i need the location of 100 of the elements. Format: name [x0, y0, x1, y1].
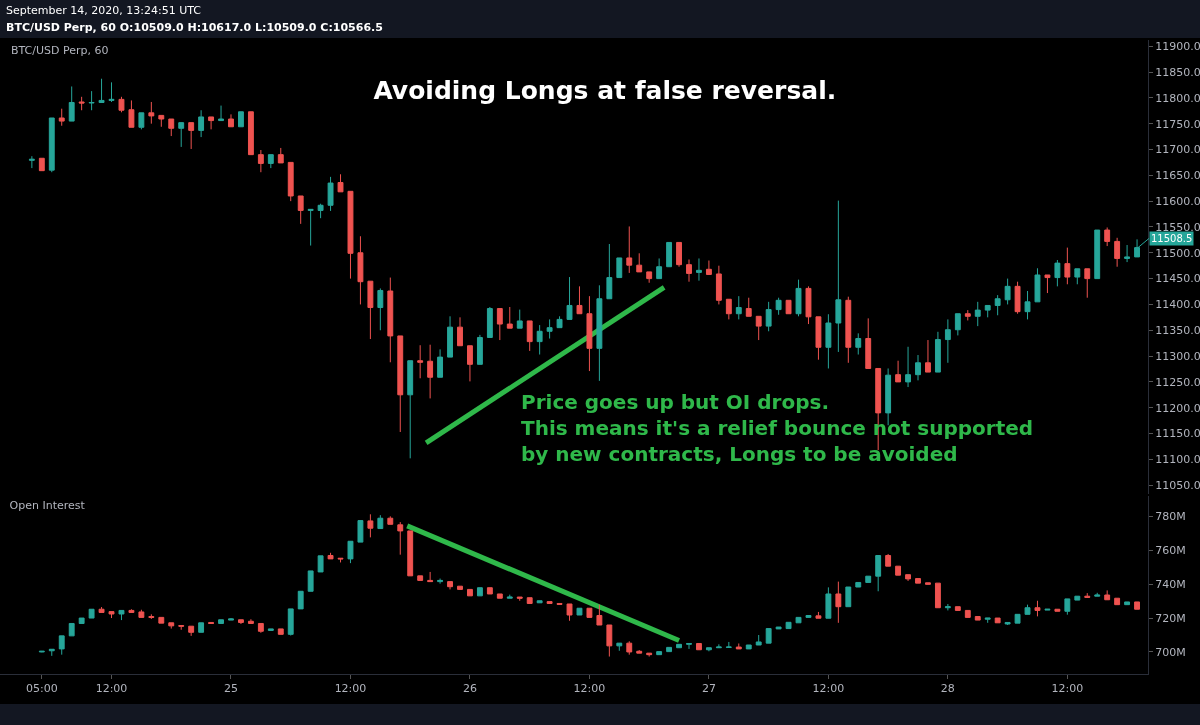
candlestick [417, 344, 424, 379]
y-tick-label: 11200.0 [1155, 401, 1200, 415]
candlestick [586, 607, 593, 618]
candlestick [865, 317, 872, 369]
candlestick [516, 309, 523, 329]
candlestick [267, 628, 274, 631]
candlestick [1104, 226, 1111, 247]
candlestick [38, 650, 45, 653]
candlestick [964, 309, 971, 321]
candlestick [188, 122, 195, 150]
candlestick [68, 85, 75, 122]
candlestick [138, 609, 145, 618]
candlestick [885, 553, 892, 567]
candlestick [377, 514, 384, 530]
candlestick [327, 176, 334, 212]
candlestick [1044, 608, 1051, 611]
candlestick [457, 585, 463, 590]
candlestick [795, 616, 802, 624]
y-tick-label: 11600.0 [1155, 194, 1200, 208]
candlestick [566, 276, 573, 320]
candlestick [407, 360, 414, 459]
candlestick [198, 109, 205, 138]
candlestick [98, 78, 105, 103]
text: Avoiding Longs at false reversal. [373, 75, 837, 105]
candlestick [865, 575, 872, 583]
candlestick [1024, 290, 1031, 320]
candlestick [1104, 589, 1111, 601]
candlestick [925, 582, 931, 585]
y-tick-label: 740M [1155, 578, 1186, 591]
annotation: BTC/USD Perp, 60 [11, 44, 109, 57]
candlestick [78, 96, 85, 111]
candlestick [944, 603, 951, 611]
candlestick [397, 335, 404, 433]
y-tick-label: 11050.0 [1155, 479, 1200, 493]
candlestick [427, 344, 434, 399]
candlestick [267, 154, 274, 169]
candlestick [626, 225, 633, 274]
candlestick [944, 318, 951, 364]
candlestick [934, 582, 941, 609]
candlestick [58, 635, 65, 656]
candlestick [815, 316, 822, 361]
candlestick [198, 622, 205, 633]
y-tick-label: 11400.0 [1155, 298, 1200, 312]
candlestick [546, 318, 553, 340]
candlestick [825, 313, 832, 369]
candlestick [307, 570, 314, 592]
candlestick [715, 643, 722, 649]
y-tick-label: 760M [1155, 544, 1186, 558]
candlestick [108, 611, 115, 619]
candlestick [427, 571, 434, 583]
candlestick [905, 346, 911, 388]
candlestick [765, 628, 772, 644]
candlestick [1094, 592, 1101, 597]
candlestick [78, 617, 85, 624]
candlestick [1124, 601, 1131, 606]
candlestick [496, 593, 503, 599]
candlestick [287, 608, 294, 637]
candlestick [725, 641, 732, 648]
candlestick [277, 628, 284, 635]
candlestick [715, 265, 722, 305]
candlestick [178, 122, 185, 148]
x-tick-label: 12:00 [95, 682, 128, 696]
candlestick [1064, 247, 1071, 285]
candlestick [158, 616, 165, 624]
candlestick [835, 581, 842, 624]
candlestick [705, 647, 712, 652]
candlestick [1124, 244, 1131, 263]
x-tick-label: 26 [462, 682, 477, 696]
candlestick [367, 280, 374, 340]
candlestick [855, 332, 862, 356]
candlestick [467, 588, 473, 597]
candlestick [337, 173, 344, 193]
candlestick [835, 200, 842, 353]
candlestick [118, 609, 125, 621]
candlestick [1094, 229, 1101, 280]
candlestick [536, 324, 543, 356]
candlestick [596, 284, 603, 382]
candlestick [686, 258, 692, 283]
candlestick [825, 586, 832, 619]
candlestick [208, 116, 215, 130]
candlestick [486, 306, 493, 338]
candlestick [1074, 268, 1081, 285]
candlestick [337, 557, 344, 563]
candlestick [1004, 621, 1011, 626]
candlestick [725, 298, 732, 320]
candlestick [686, 642, 692, 650]
candlestick [1114, 237, 1121, 268]
candlestick [1024, 604, 1031, 615]
x-tick-label: 12:00 [334, 682, 367, 696]
x-tick-label: 27 [701, 682, 716, 696]
candlestick [168, 118, 175, 137]
candlestick [247, 618, 254, 624]
candlestick [805, 615, 812, 618]
candlestick [457, 316, 463, 347]
candlestick [238, 619, 244, 625]
candlestick [28, 155, 35, 169]
y-tick-label: 11500.0 [1155, 246, 1200, 260]
candlestick [954, 606, 961, 611]
y-tick-label: 11150.0 [1155, 427, 1200, 441]
candlestick [616, 257, 623, 279]
